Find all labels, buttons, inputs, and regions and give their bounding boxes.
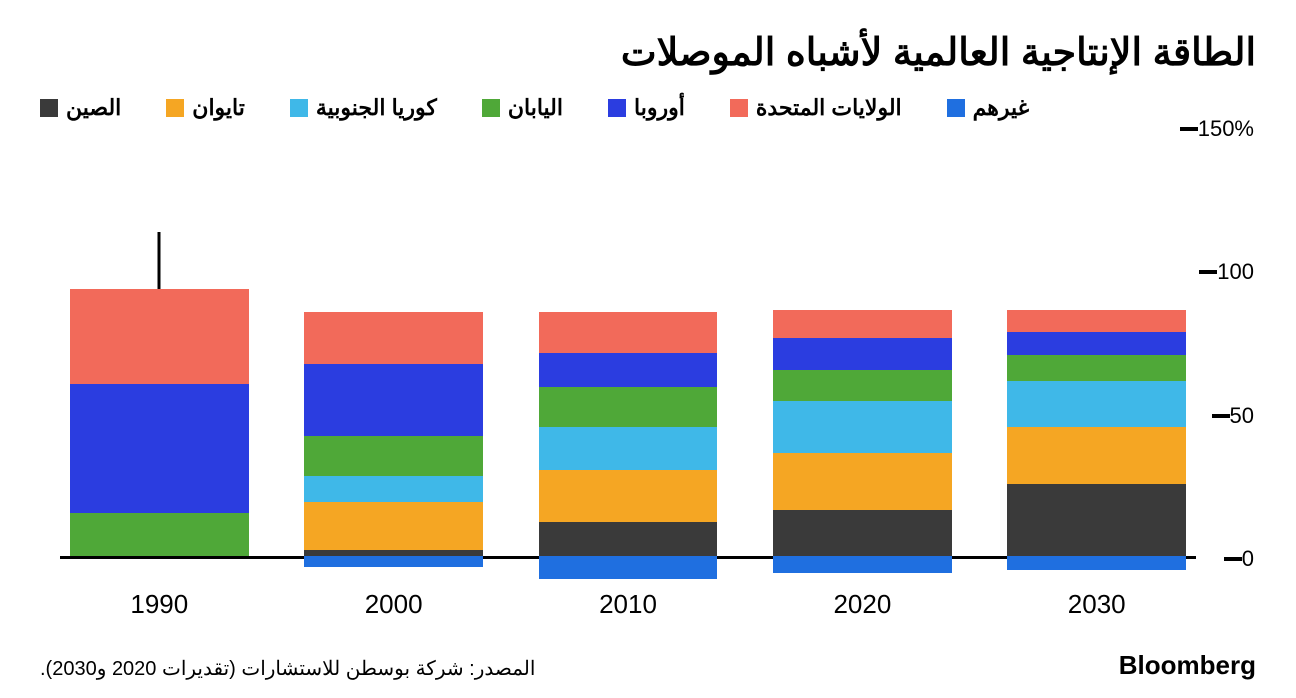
bar-segment [539, 470, 718, 522]
legend-item: تايوان [166, 95, 245, 121]
bar-stack [539, 312, 718, 556]
legend-label: الصين [66, 95, 121, 121]
bar-segment [773, 453, 952, 510]
legend-item: اليابان [482, 95, 563, 121]
source-text: المصدر: شركة بوسطن للاستشارات (تقديرات 2… [40, 656, 535, 681]
bar-segment [539, 312, 718, 352]
legend-swatch [40, 99, 58, 117]
plot [60, 129, 1196, 559]
x-label: 1990 [70, 589, 249, 620]
bar-segment [539, 556, 718, 579]
bar-below [539, 556, 718, 579]
bar-below [1007, 556, 1186, 570]
bar-segment [773, 401, 952, 453]
bar-segment [773, 310, 952, 339]
y-tick-mark [1212, 414, 1230, 418]
legend-swatch [166, 99, 184, 117]
legend-swatch [482, 99, 500, 117]
bar-segment [539, 353, 718, 387]
bar-stack [70, 289, 249, 556]
footer: Bloomberg المصدر: شركة بوسطن للاستشارات … [40, 650, 1256, 681]
y-tick-mark [1224, 557, 1242, 561]
bar-stack [304, 312, 483, 556]
legend-item: الولايات المتحدة [730, 95, 902, 121]
legend-swatch [947, 99, 965, 117]
bar-segment [1007, 355, 1186, 381]
bars-row [60, 129, 1196, 556]
y-tick-mark [1199, 270, 1217, 274]
x-label: 2020 [773, 589, 952, 620]
y-tick-label: 100 [1217, 259, 1256, 285]
bar-column [1007, 129, 1186, 556]
bar-segment [539, 387, 718, 427]
bar-column [70, 129, 249, 556]
bar-segment [539, 522, 718, 556]
y-tick-label: 150% [1198, 116, 1256, 142]
bar-segment [1007, 332, 1186, 355]
y-tick: 100 [1195, 259, 1256, 285]
y-tick-label: 0 [1242, 546, 1256, 572]
bar-stack [1007, 310, 1186, 556]
bar-column [539, 129, 718, 556]
bar-segment [304, 436, 483, 476]
legend-item: غيرهم [947, 95, 1030, 121]
x-label: 2000 [304, 589, 483, 620]
y-tick-label: 50 [1230, 403, 1256, 429]
legend-label: غيرهم [973, 95, 1030, 121]
legend-swatch [608, 99, 626, 117]
bar-segment [773, 338, 952, 370]
bar-segment [773, 556, 952, 573]
bar-segment [1007, 310, 1186, 333]
legend: الصين تايوان كوريا الجنوبية اليابان أوروبا ال… [40, 95, 1256, 121]
bar-segment [1007, 484, 1186, 556]
legend-swatch [730, 99, 748, 117]
bar-segment [70, 384, 249, 513]
bar-column [773, 129, 952, 556]
error-bar [158, 232, 161, 289]
legend-item: الصين [40, 95, 121, 121]
legend-item: كوريا الجنوبية [290, 95, 437, 121]
brand-logo: Bloomberg [1119, 650, 1256, 681]
legend-item: أوروبا [608, 95, 685, 121]
legend-label: اليابان [508, 95, 563, 121]
bar-segment [304, 312, 483, 364]
legend-label: أوروبا [634, 95, 685, 121]
legend-label: كوريا الجنوبية [316, 95, 437, 121]
bar-segment [304, 476, 483, 502]
bar-segment [773, 510, 952, 556]
x-label: 2010 [539, 589, 718, 620]
bar-column [304, 129, 483, 556]
bar-segment [304, 502, 483, 551]
y-axis: 050100150% [1196, 129, 1256, 559]
bar-segment [1007, 381, 1186, 427]
x-label: 2030 [1007, 589, 1186, 620]
chart-title: الطاقة الإنتاجية العالمية لأشباه الموصلا… [40, 30, 1256, 75]
bar-segment [70, 513, 249, 556]
legend-swatch [290, 99, 308, 117]
y-tick: 0 [1220, 546, 1256, 572]
bar-segment [70, 289, 249, 384]
bar-segment [1007, 427, 1186, 484]
bar-segment [773, 370, 952, 402]
bar-below [304, 556, 483, 567]
bar-segment [1007, 556, 1186, 570]
legend-label: تايوان [192, 95, 245, 121]
y-tick: 50 [1208, 403, 1256, 429]
chart-area: 050100150% [40, 129, 1256, 559]
bar-stack [773, 310, 952, 557]
bar-segment [304, 556, 483, 567]
bar-below [773, 556, 952, 573]
bar-segment [539, 427, 718, 470]
legend-label: الولايات المتحدة [756, 95, 902, 121]
bar-segment [304, 364, 483, 436]
